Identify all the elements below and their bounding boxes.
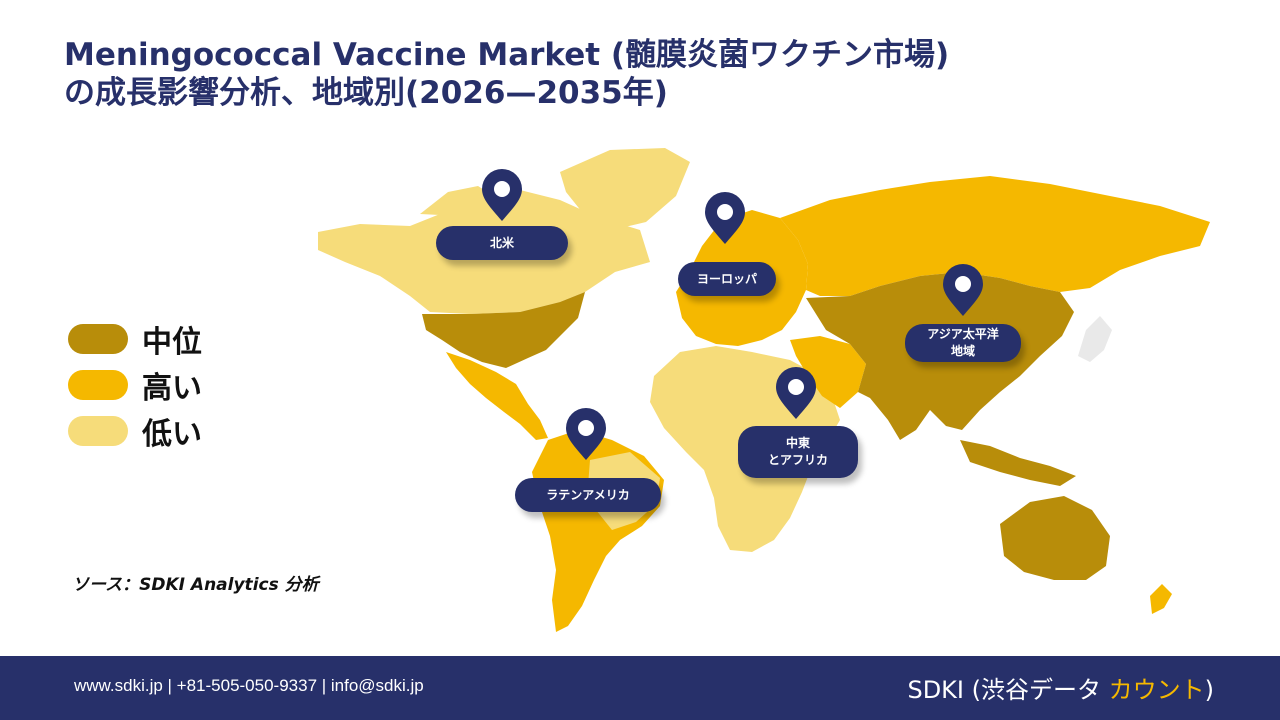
title-line-2: の成長影響分析、地域別(2026—2035年) xyxy=(64,75,668,111)
region-label-middle-east-africa: 中東 とアフリカ xyxy=(738,426,858,478)
region-australia xyxy=(1000,496,1110,580)
region-usa xyxy=(422,292,585,368)
page-title: Meningococcal Vaccine Market (髄膜炎菌ワクチン市場… xyxy=(64,36,1214,112)
title-line-1: Meningococcal Vaccine Market (髄膜炎菌ワクチン市場… xyxy=(64,37,950,73)
brand-end: ) xyxy=(1204,676,1214,704)
footer-contact[interactable]: www.sdki.jp | +81-505-050-9337 | info@sd… xyxy=(74,676,424,695)
brand-accent: カウント xyxy=(1108,676,1205,704)
region-arctic-islands xyxy=(420,186,500,216)
map-pin-icon xyxy=(943,264,983,316)
region-greenland xyxy=(560,148,690,230)
region-label-asia-pacific: アジア太平洋 地域 xyxy=(905,324,1021,362)
legend-label: 中位 xyxy=(142,325,202,360)
region-new-zealand xyxy=(1150,584,1172,614)
region-southeast-asia xyxy=(960,440,1076,486)
region-mexico xyxy=(446,352,548,440)
legend-item-low: 低い xyxy=(68,408,202,454)
map-pin-icon xyxy=(705,192,745,244)
legend-swatch xyxy=(68,324,128,354)
map-pin-icon xyxy=(482,169,522,221)
legend-label: 低い xyxy=(142,417,202,452)
region-label-latin-america: ラテンアメリカ xyxy=(515,478,661,512)
source-note: ソース：SDKI Analytics 分析 xyxy=(72,575,319,595)
region-russia xyxy=(780,176,1210,296)
brand-main: SDKI (渋谷データ xyxy=(907,676,1109,704)
legend-swatch xyxy=(68,370,128,400)
legend-item-high: 高い xyxy=(68,362,202,408)
map-pin-icon xyxy=(566,408,606,460)
region-middle-east xyxy=(790,336,866,408)
legend: 中位 高い 低い xyxy=(68,316,202,454)
region-japan xyxy=(1078,316,1112,362)
footer-brand-logo: SDKI (渋谷データ カウント) xyxy=(907,670,1214,705)
legend-label: 高い xyxy=(142,371,202,406)
region-label-europe: ヨーロッパ xyxy=(678,262,776,296)
legend-item-medium: 中位 xyxy=(68,316,202,362)
legend-swatch xyxy=(68,416,128,446)
map-pin-icon xyxy=(776,367,816,419)
region-label-north-america: 北米 xyxy=(436,226,568,260)
footer-bar: www.sdki.jp | +81-505-050-9337 | info@sd… xyxy=(0,656,1280,720)
